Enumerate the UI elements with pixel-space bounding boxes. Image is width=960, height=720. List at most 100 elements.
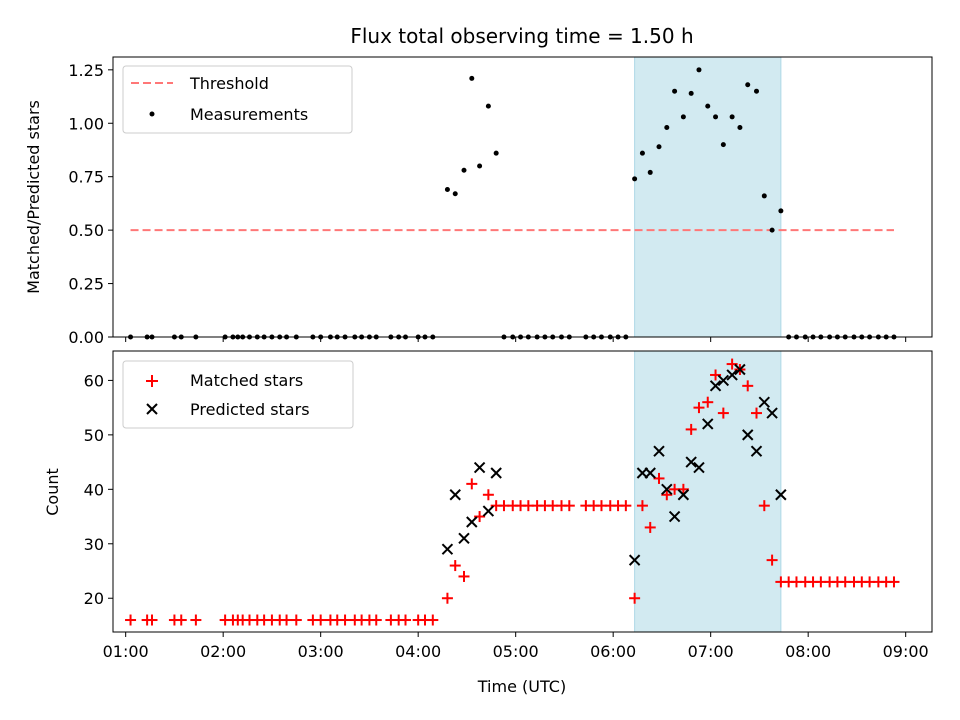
predicted-star-point <box>717 374 730 387</box>
measurement-point <box>754 88 759 94</box>
legend-measurements-label: Measurements <box>190 105 308 124</box>
y-tick-label: 40 <box>84 480 104 499</box>
predicted-star-point <box>726 369 738 381</box>
matched-star-point <box>758 500 770 512</box>
matched-star-point <box>190 614 202 626</box>
y-tick-label: 1.00 <box>68 114 104 133</box>
x-tick-label: 09:00 <box>883 642 929 661</box>
matched-star-point <box>315 614 327 626</box>
matched-star-point <box>339 614 351 626</box>
predicted-star-point <box>677 489 690 501</box>
top-legend-box <box>122 65 353 134</box>
matched-star-point <box>653 472 665 484</box>
y-tick-label: 30 <box>84 535 104 554</box>
matched-star-point <box>629 592 641 604</box>
legend-matched-label: Matched stars <box>190 371 303 390</box>
measurement-point <box>680 114 686 120</box>
measurement-point <box>688 90 694 96</box>
measurement-point <box>477 163 483 169</box>
measurement-point <box>469 75 475 81</box>
shaded-span-rect <box>634 350 782 633</box>
shaded-span-rect <box>634 56 782 338</box>
x-tick-label: 06:00 <box>590 642 636 661</box>
top-shaded-span <box>634 56 782 338</box>
measurement-point <box>769 227 775 233</box>
measurement-point <box>672 88 678 94</box>
predicted-star-point <box>668 510 681 523</box>
legend-predicted-label: Predicted stars <box>190 400 310 419</box>
predicted-star-point <box>775 489 787 501</box>
measurement-point <box>639 150 645 156</box>
matched-star-point <box>281 614 293 626</box>
bottom-matched-points <box>125 358 900 626</box>
legend-predicted-swatch <box>146 403 158 415</box>
predicted-star-point <box>628 554 641 566</box>
predicted-star-point <box>466 516 478 528</box>
measurement-point <box>761 193 767 199</box>
matched-star-point <box>175 614 187 626</box>
matched-star-point <box>693 402 705 414</box>
x-tick-label: 02:00 <box>200 642 246 661</box>
predicted-star-point <box>766 407 778 419</box>
bottom-shaded-span <box>634 350 782 633</box>
y-tick-label: 20 <box>84 589 104 608</box>
bottom-y-ticks: 20 30 40 50 60 <box>84 371 113 608</box>
legend-threshold-label: Threshold <box>189 74 269 93</box>
matched-star-point <box>370 614 382 626</box>
matched-star-point <box>466 478 478 490</box>
matched-star-point <box>620 500 632 512</box>
top-panel: 0.00 0.25 0.50 0.75 1.00 1.25 Matched/Predict… <box>24 56 933 347</box>
top-y-ticks: 0.00 0.25 0.50 0.75 1.00 1.25 <box>68 61 113 347</box>
bottom-x-ticks: 01:00 02:00 03:00 04:00 05:00 06:00 07:00 08:00… <box>103 632 929 661</box>
bottom-legend-box <box>122 360 354 429</box>
measurement-point <box>737 125 743 131</box>
x-tick-label: 03:00 <box>298 642 344 661</box>
matched-star-point <box>482 489 494 501</box>
bottom-predicted-points <box>441 363 787 566</box>
measurement-point <box>452 191 458 197</box>
matched-star-point <box>458 570 470 582</box>
measurement-point <box>632 176 638 182</box>
matched-star-point <box>751 407 762 419</box>
predicted-star-point <box>449 489 461 501</box>
bottom-plot-frame <box>112 350 933 633</box>
bottom-panel: 01:00 02:00 03:00 04:00 05:00 06:00 07:00 08:00… <box>43 350 933 696</box>
x-tick-label: 01:00 <box>103 642 149 661</box>
measurement-point <box>664 125 670 131</box>
matched-star-point <box>685 423 697 435</box>
y-tick-label: 1.25 <box>68 61 104 80</box>
y-tick-label: 50 <box>84 426 104 445</box>
matched-star-point <box>702 396 714 408</box>
matched-star-point <box>441 592 453 604</box>
matched-star-point <box>400 614 411 626</box>
y-tick-label: 0.25 <box>68 275 104 294</box>
x-axis-label: Time (UTC) <box>477 677 566 696</box>
predicted-star-point <box>702 418 714 430</box>
predicted-star-point <box>742 429 754 441</box>
bottom-legend: Matched stars Predicted stars <box>122 360 354 429</box>
y-tick-label: 0.00 <box>68 328 104 347</box>
predicted-star-point <box>693 461 705 474</box>
measurement-point <box>444 187 450 193</box>
predicted-star-point <box>661 483 673 496</box>
predicted-star-point <box>441 543 454 555</box>
matched-star-point <box>677 483 689 495</box>
x-tick-label: 07:00 <box>688 642 734 661</box>
predicted-star-point <box>709 380 722 392</box>
bottom-y-axis-label: Count <box>43 468 62 516</box>
predicted-star-point <box>685 456 697 468</box>
measurement-point <box>778 208 784 214</box>
x-tick-label: 05:00 <box>493 642 539 661</box>
predicted-star-point <box>653 445 665 457</box>
matched-star-point <box>636 500 648 512</box>
predicted-star-point <box>482 505 495 517</box>
matched-star-point <box>125 614 137 626</box>
matched-star-point <box>742 380 754 392</box>
y-tick-label: 60 <box>84 371 104 390</box>
matched-star-point <box>766 554 778 566</box>
y-tick-label: 0.75 <box>68 168 104 187</box>
matched-star-point <box>644 521 656 533</box>
matched-star-point <box>474 511 486 523</box>
predicted-star-point <box>458 532 470 545</box>
